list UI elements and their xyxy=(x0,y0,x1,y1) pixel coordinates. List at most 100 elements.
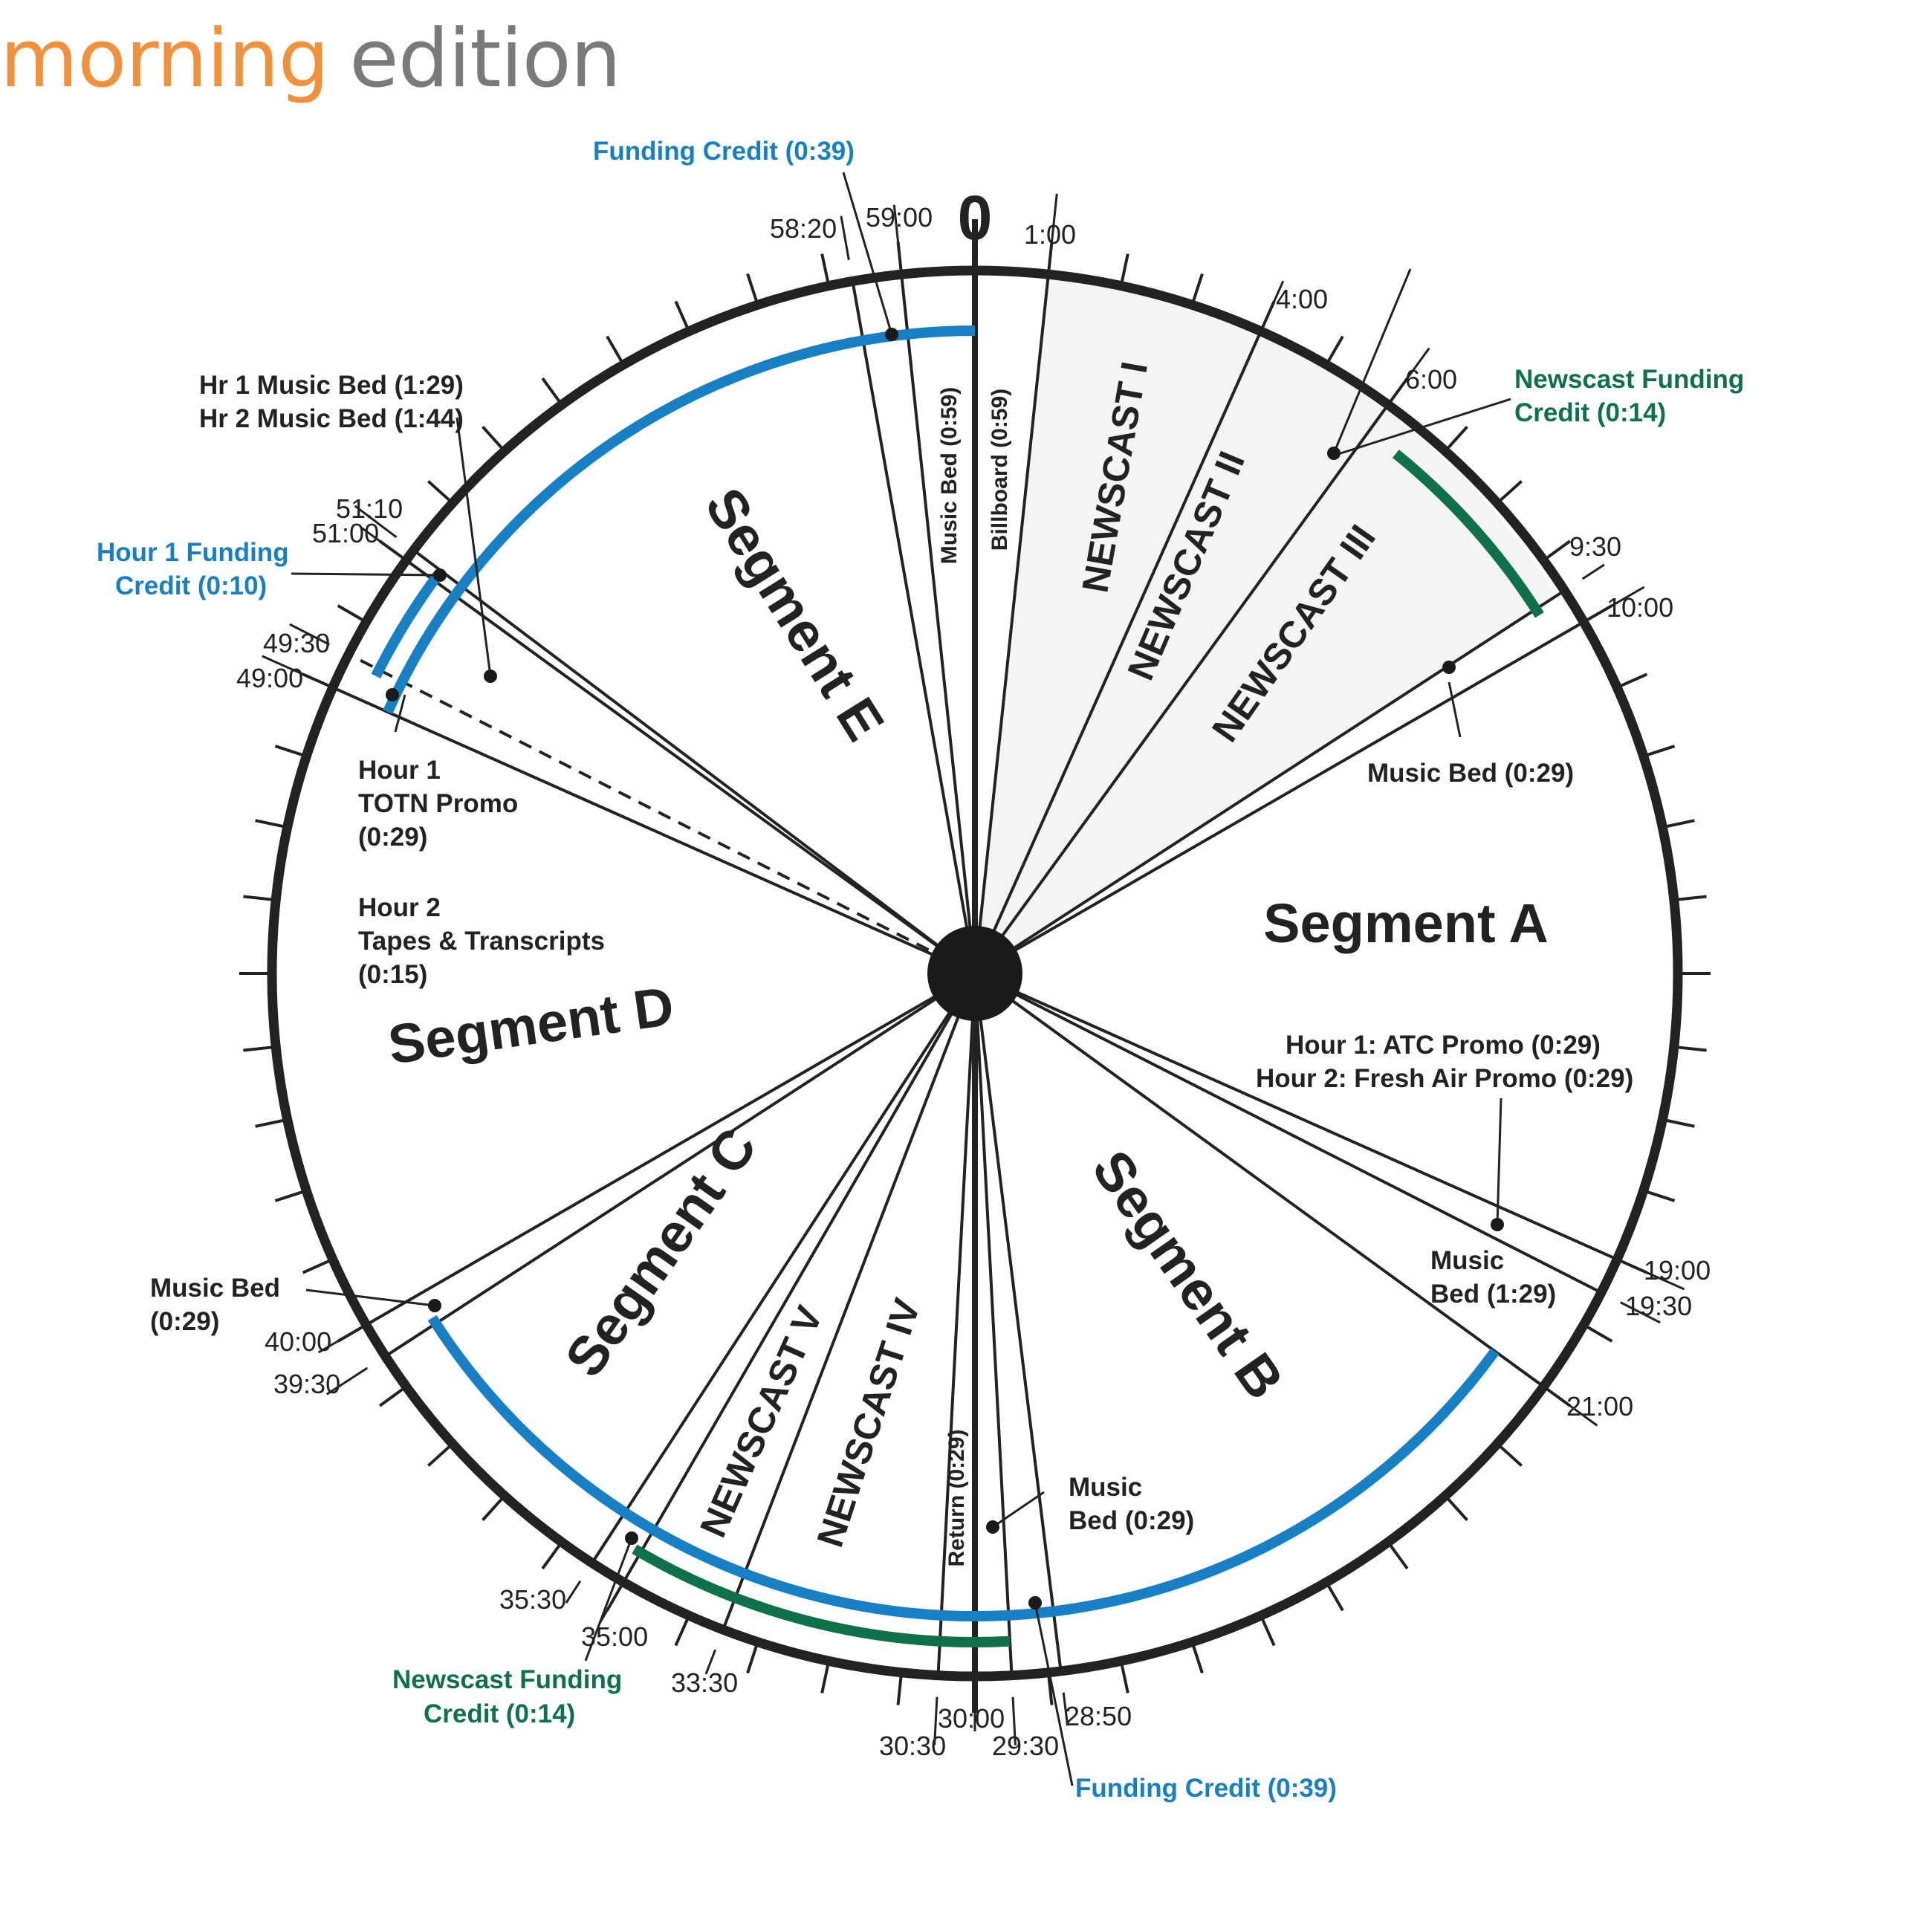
label-leader-tick xyxy=(1601,586,1645,612)
label-leader-tick xyxy=(565,1580,582,1604)
label-leader-tick xyxy=(1399,347,1430,389)
radial-1-00 xyxy=(973,273,1050,974)
tick-label-33-30: 33:30 xyxy=(671,1667,738,1698)
minute-tick xyxy=(1545,539,1572,560)
tick-label-49-00: 49:00 xyxy=(236,663,303,693)
leader-lines xyxy=(291,172,1511,1786)
zero-marker: 0 xyxy=(958,183,993,253)
label-leader-tick xyxy=(1620,1301,1661,1324)
minute-tick xyxy=(746,1644,759,1674)
label-leader-tick xyxy=(1560,1398,1598,1427)
tapes-transcripts-line1: Hour 2 xyxy=(358,893,441,922)
tick-label-29-30: 29:30 xyxy=(992,1731,1059,1761)
tick-label-35-30: 35:30 xyxy=(499,1584,566,1615)
label-leader-tick xyxy=(325,1367,369,1395)
return-label: Return (0:29) xyxy=(944,1429,969,1566)
label-leader-tick xyxy=(840,215,850,261)
radial-35-00 xyxy=(622,972,976,1583)
radial-49-30-dashed xyxy=(348,652,950,962)
radial-10-00 xyxy=(973,620,1585,975)
segment-c-label: Segment C xyxy=(553,1117,768,1387)
radial-29-30 xyxy=(973,973,1014,1676)
tick-label-30-00: 30:00 xyxy=(938,1703,1005,1734)
minute-tick xyxy=(1664,1118,1695,1128)
minute-tick xyxy=(1446,425,1468,450)
clock-center-hub xyxy=(927,926,1022,1021)
minute-tick xyxy=(1120,1663,1129,1693)
minute-tick xyxy=(606,335,623,363)
radial-33-30 xyxy=(722,973,976,1630)
minute-tick xyxy=(378,1387,405,1407)
tick-label-49-30: 49:30 xyxy=(263,628,330,658)
newscast-5-label: NEWSCAST V xyxy=(692,1300,831,1543)
tick-label-10-00: 10:00 xyxy=(1607,592,1673,623)
tick-label-1-00: 1:00 xyxy=(1024,219,1076,250)
tick-label-6-00: 6:00 xyxy=(1405,364,1457,395)
totn-promo-line2: TOTN Promo xyxy=(358,789,518,818)
music-bed-bottom-line1: Music xyxy=(1069,1473,1142,1502)
tick-label-28-50: 28:50 xyxy=(1065,1701,1132,1731)
newscast-funding-bottom-arc xyxy=(632,1544,1011,1648)
label-leader-tick xyxy=(1049,193,1058,253)
label-leader-tick xyxy=(360,527,390,549)
title-morning: morning xyxy=(0,13,329,106)
segment-a-label: Segment A xyxy=(1263,892,1549,954)
minute-tick xyxy=(541,1543,562,1570)
minute-tick xyxy=(427,1445,452,1467)
billboard-label: Billboard (0:59) xyxy=(988,389,1012,551)
tick-label-58-20: 58:20 xyxy=(770,213,837,244)
minute-tick xyxy=(1260,1618,1276,1647)
minute-tick xyxy=(674,300,690,329)
tick-label-51-00: 51:00 xyxy=(312,518,379,548)
tick-label-19-30: 19:30 xyxy=(1625,1291,1692,1321)
radial-49-00 xyxy=(331,686,976,975)
label-leader-tick xyxy=(354,505,398,539)
radial-6-00 xyxy=(973,403,1390,975)
arcs xyxy=(371,325,1544,1648)
radial-51-10 xyxy=(412,548,976,975)
minute-tick xyxy=(1645,1190,1676,1202)
radial-19-00 xyxy=(974,972,1618,1261)
minute-tick xyxy=(482,425,504,450)
hr-music-bed-line1: Hr 1 Music Bed (1:29) xyxy=(199,371,464,400)
label-leader-tick xyxy=(1011,1696,1017,1745)
music-bed-segment-c-line1: Music Bed xyxy=(150,1274,280,1303)
hr-music-bed-line2: Hr 2 Music Bed (1:44) xyxy=(199,404,464,433)
label-leader-tick xyxy=(1581,563,1605,580)
radial-35-30 xyxy=(591,972,976,1564)
minute-tick xyxy=(482,1497,504,1522)
minute-tick xyxy=(1664,819,1695,829)
page-title: morning edition xyxy=(0,7,621,111)
hour1-funding-arc xyxy=(371,571,443,678)
tick-label-51-10: 51:10 xyxy=(336,493,403,524)
minute-tick xyxy=(255,1118,285,1128)
minute-tick xyxy=(1120,253,1129,284)
minute-tick xyxy=(274,745,305,757)
hour1-funding-line2: Credit (0:10) xyxy=(115,571,267,600)
tick-label-39-30: 39:30 xyxy=(273,1369,340,1399)
atc-promo-line2: Hour 2: Fresh Air Promo (0:29) xyxy=(1256,1064,1633,1093)
minute-tick xyxy=(255,819,285,829)
radial-39-30 xyxy=(384,972,976,1358)
label-leader-tick xyxy=(1062,1692,1069,1726)
label-leader-tick xyxy=(289,623,330,646)
minute-tick xyxy=(337,604,365,622)
radial-51-00 xyxy=(405,559,976,975)
atc-promo-line1: Hour 1: ATC Promo (0:29) xyxy=(1286,1031,1601,1060)
radial-30-30 xyxy=(936,973,976,1676)
radial-4-00 xyxy=(973,330,1262,974)
totn-promo-line1: Hour 1 xyxy=(358,756,441,785)
tapes-transcripts-line2: Tapes & Transcripts xyxy=(358,927,605,956)
minute-tick xyxy=(1676,1046,1707,1052)
radial-59-00 xyxy=(900,273,976,974)
label-leader-tick xyxy=(262,655,314,680)
minute-tick xyxy=(1585,1325,1613,1343)
bottom-funding-arc xyxy=(427,1315,1500,1621)
tapes-transcripts-line3: (0:15) xyxy=(358,960,427,989)
radial-lines xyxy=(262,193,1685,1745)
newscast-funding-bottom-line1: Newscast Funding xyxy=(392,1665,622,1694)
radial-9-30 xyxy=(973,589,1566,975)
tick-label-59-00: 59:00 xyxy=(866,202,933,233)
newscast-funding-top-arc xyxy=(1392,450,1544,618)
newscast-funding-top-line2: Credit (0:14) xyxy=(1514,398,1666,427)
